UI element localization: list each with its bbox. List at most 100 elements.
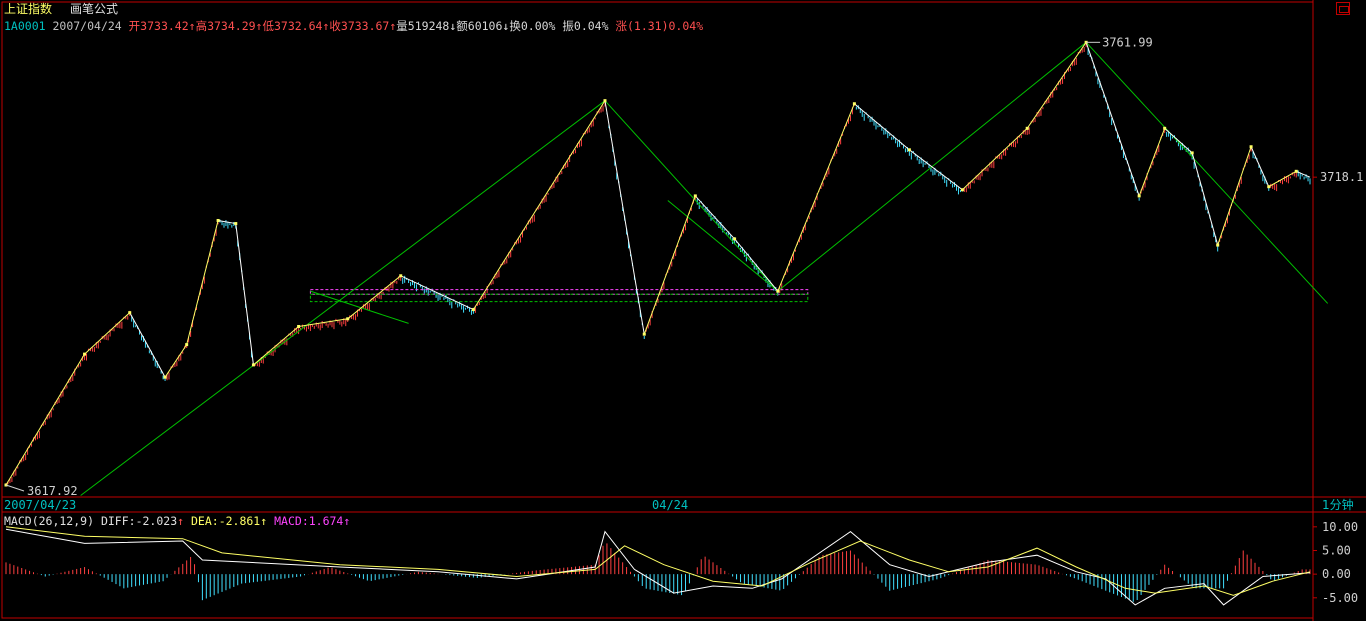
pivot-point — [1137, 194, 1141, 198]
quote-turnover: 换0.00% — [509, 19, 556, 33]
pivot-point — [642, 332, 646, 336]
diff-line — [5, 528, 1311, 606]
price-candles — [5, 41, 1311, 486]
pivot-point — [216, 218, 220, 222]
pivot-point — [603, 99, 607, 103]
macd-tick-label: 0.00 — [1322, 567, 1351, 581]
macd-value: MACD:1.674 — [274, 514, 344, 528]
pivot-point — [1163, 126, 1167, 130]
period-label: 1分钟 — [1322, 497, 1354, 512]
quote-open: 开3733.42 — [128, 19, 189, 33]
pivot-bands — [309, 289, 809, 303]
stroke-segment — [777, 103, 855, 292]
stroke-segment — [1085, 42, 1140, 197]
stroke-segment — [84, 312, 131, 355]
chart-labels: 3761.99 3617.92 3718.1 2007/04/23 04/24 1分钟 10… — [4, 35, 1363, 604]
stroke-lines — [5, 42, 1311, 486]
stroke-segment — [1138, 128, 1166, 197]
pivot-point — [297, 324, 301, 328]
dea-line — [5, 526, 1311, 596]
trend-line — [310, 290, 409, 324]
quote-volume: 量519248 — [396, 19, 450, 33]
pivot-point — [1025, 126, 1029, 130]
macd-lines — [5, 526, 1311, 606]
pivot-point — [1249, 145, 1253, 149]
stroke-segment — [1296, 170, 1311, 178]
low-leader — [5, 484, 25, 492]
stroke-segment — [253, 326, 299, 366]
stroke-pivots — [4, 40, 1298, 487]
macd-header: MACD(26,12,9) DIFF:-2.023↑ DEA:-2.861↑ M… — [4, 514, 350, 528]
stroke-segment — [186, 220, 219, 345]
stroke-segment — [909, 149, 963, 191]
pivot-point — [251, 363, 255, 367]
stroke-segment — [218, 219, 236, 225]
date-label-left: 2007/04/23 — [4, 498, 76, 512]
pivot-point — [1267, 185, 1271, 189]
pivot-point — [776, 289, 780, 293]
pivot-point — [852, 102, 856, 106]
window-restore-icon[interactable] — [1336, 2, 1350, 15]
pivot-point — [1190, 151, 1194, 155]
pivot-point — [693, 194, 697, 198]
pivot-point — [346, 317, 350, 321]
pivot-band — [309, 289, 809, 295]
stroke-segment — [472, 100, 606, 310]
arrow-up-icon: ↑ — [343, 514, 351, 528]
pivot-point — [960, 188, 964, 192]
stroke-segment — [1268, 170, 1297, 188]
pivot-band — [309, 293, 809, 303]
macd-dea: DEA:-2.861 — [191, 514, 261, 528]
pivot-point — [907, 148, 911, 152]
quote-change: 涨(1.31)0.04% — [615, 19, 704, 33]
quote-amount: 额60106 — [456, 19, 503, 33]
stroke-segment — [1250, 146, 1270, 187]
stroke-segment — [1217, 146, 1252, 246]
stroke-segment — [1164, 127, 1193, 154]
pivot-point — [185, 343, 189, 347]
quote-row: 1A0001 2007/04/24 开3733.42↑高3734.29↑低373… — [4, 18, 703, 34]
stroke-segment — [347, 275, 402, 320]
stroke-segment — [400, 275, 474, 311]
arrow-up-icon: ↑ — [322, 19, 330, 33]
pivot-point — [128, 311, 132, 315]
quote-amplitude: 振0.04% — [562, 19, 609, 33]
macd-tick-label: 10.00 — [1322, 520, 1358, 534]
macd-name[interactable]: MACD(26,12,9) — [4, 514, 95, 528]
pivot-point — [163, 375, 167, 379]
formula-name[interactable]: 画笔公式 — [70, 2, 119, 16]
pivot-point — [234, 222, 238, 226]
pivot-point — [733, 237, 737, 241]
low-price-label: 3617.92 — [27, 484, 78, 498]
macd-tick-label: 5.00 — [1322, 543, 1351, 557]
price-tick-label: 3718.1 — [1320, 170, 1363, 184]
stroke-segment — [643, 195, 696, 335]
stroke-segment — [235, 223, 254, 365]
trend-line — [1085, 41, 1329, 304]
stroke-segment — [962, 127, 1028, 191]
trend-lines — [80, 41, 1329, 496]
stroke-segment — [734, 238, 779, 292]
stroke-segment — [1026, 42, 1087, 129]
arrow-up-icon: ↑ — [389, 19, 397, 33]
index-title[interactable]: 上证指数 — [4, 2, 53, 16]
arrow-down-icon: ↓ — [449, 19, 457, 33]
high-price-label: 3761.99 — [1102, 35, 1153, 49]
stroke-segment — [164, 344, 188, 378]
quote-code: 1A0001 — [4, 19, 46, 33]
stroke-segment — [298, 318, 348, 327]
trend-line — [667, 200, 779, 292]
stroke-segment — [854, 103, 910, 151]
arrow-up-icon: ↑ — [260, 514, 268, 528]
date-label-mid: 04/24 — [652, 498, 688, 512]
arrow-up-icon: ↑ — [255, 19, 263, 33]
arrow-up-icon: ↑ — [177, 514, 185, 528]
pivot-point — [1294, 169, 1298, 173]
macd-diff: DIFF:-2.023 — [100, 514, 178, 528]
quote-high: 高3734.29 — [195, 19, 256, 33]
arrow-up-icon: ↑ — [188, 19, 196, 33]
arrow-down-icon: ↓ — [502, 19, 510, 33]
quote-low: 低3732.64 — [262, 19, 323, 33]
